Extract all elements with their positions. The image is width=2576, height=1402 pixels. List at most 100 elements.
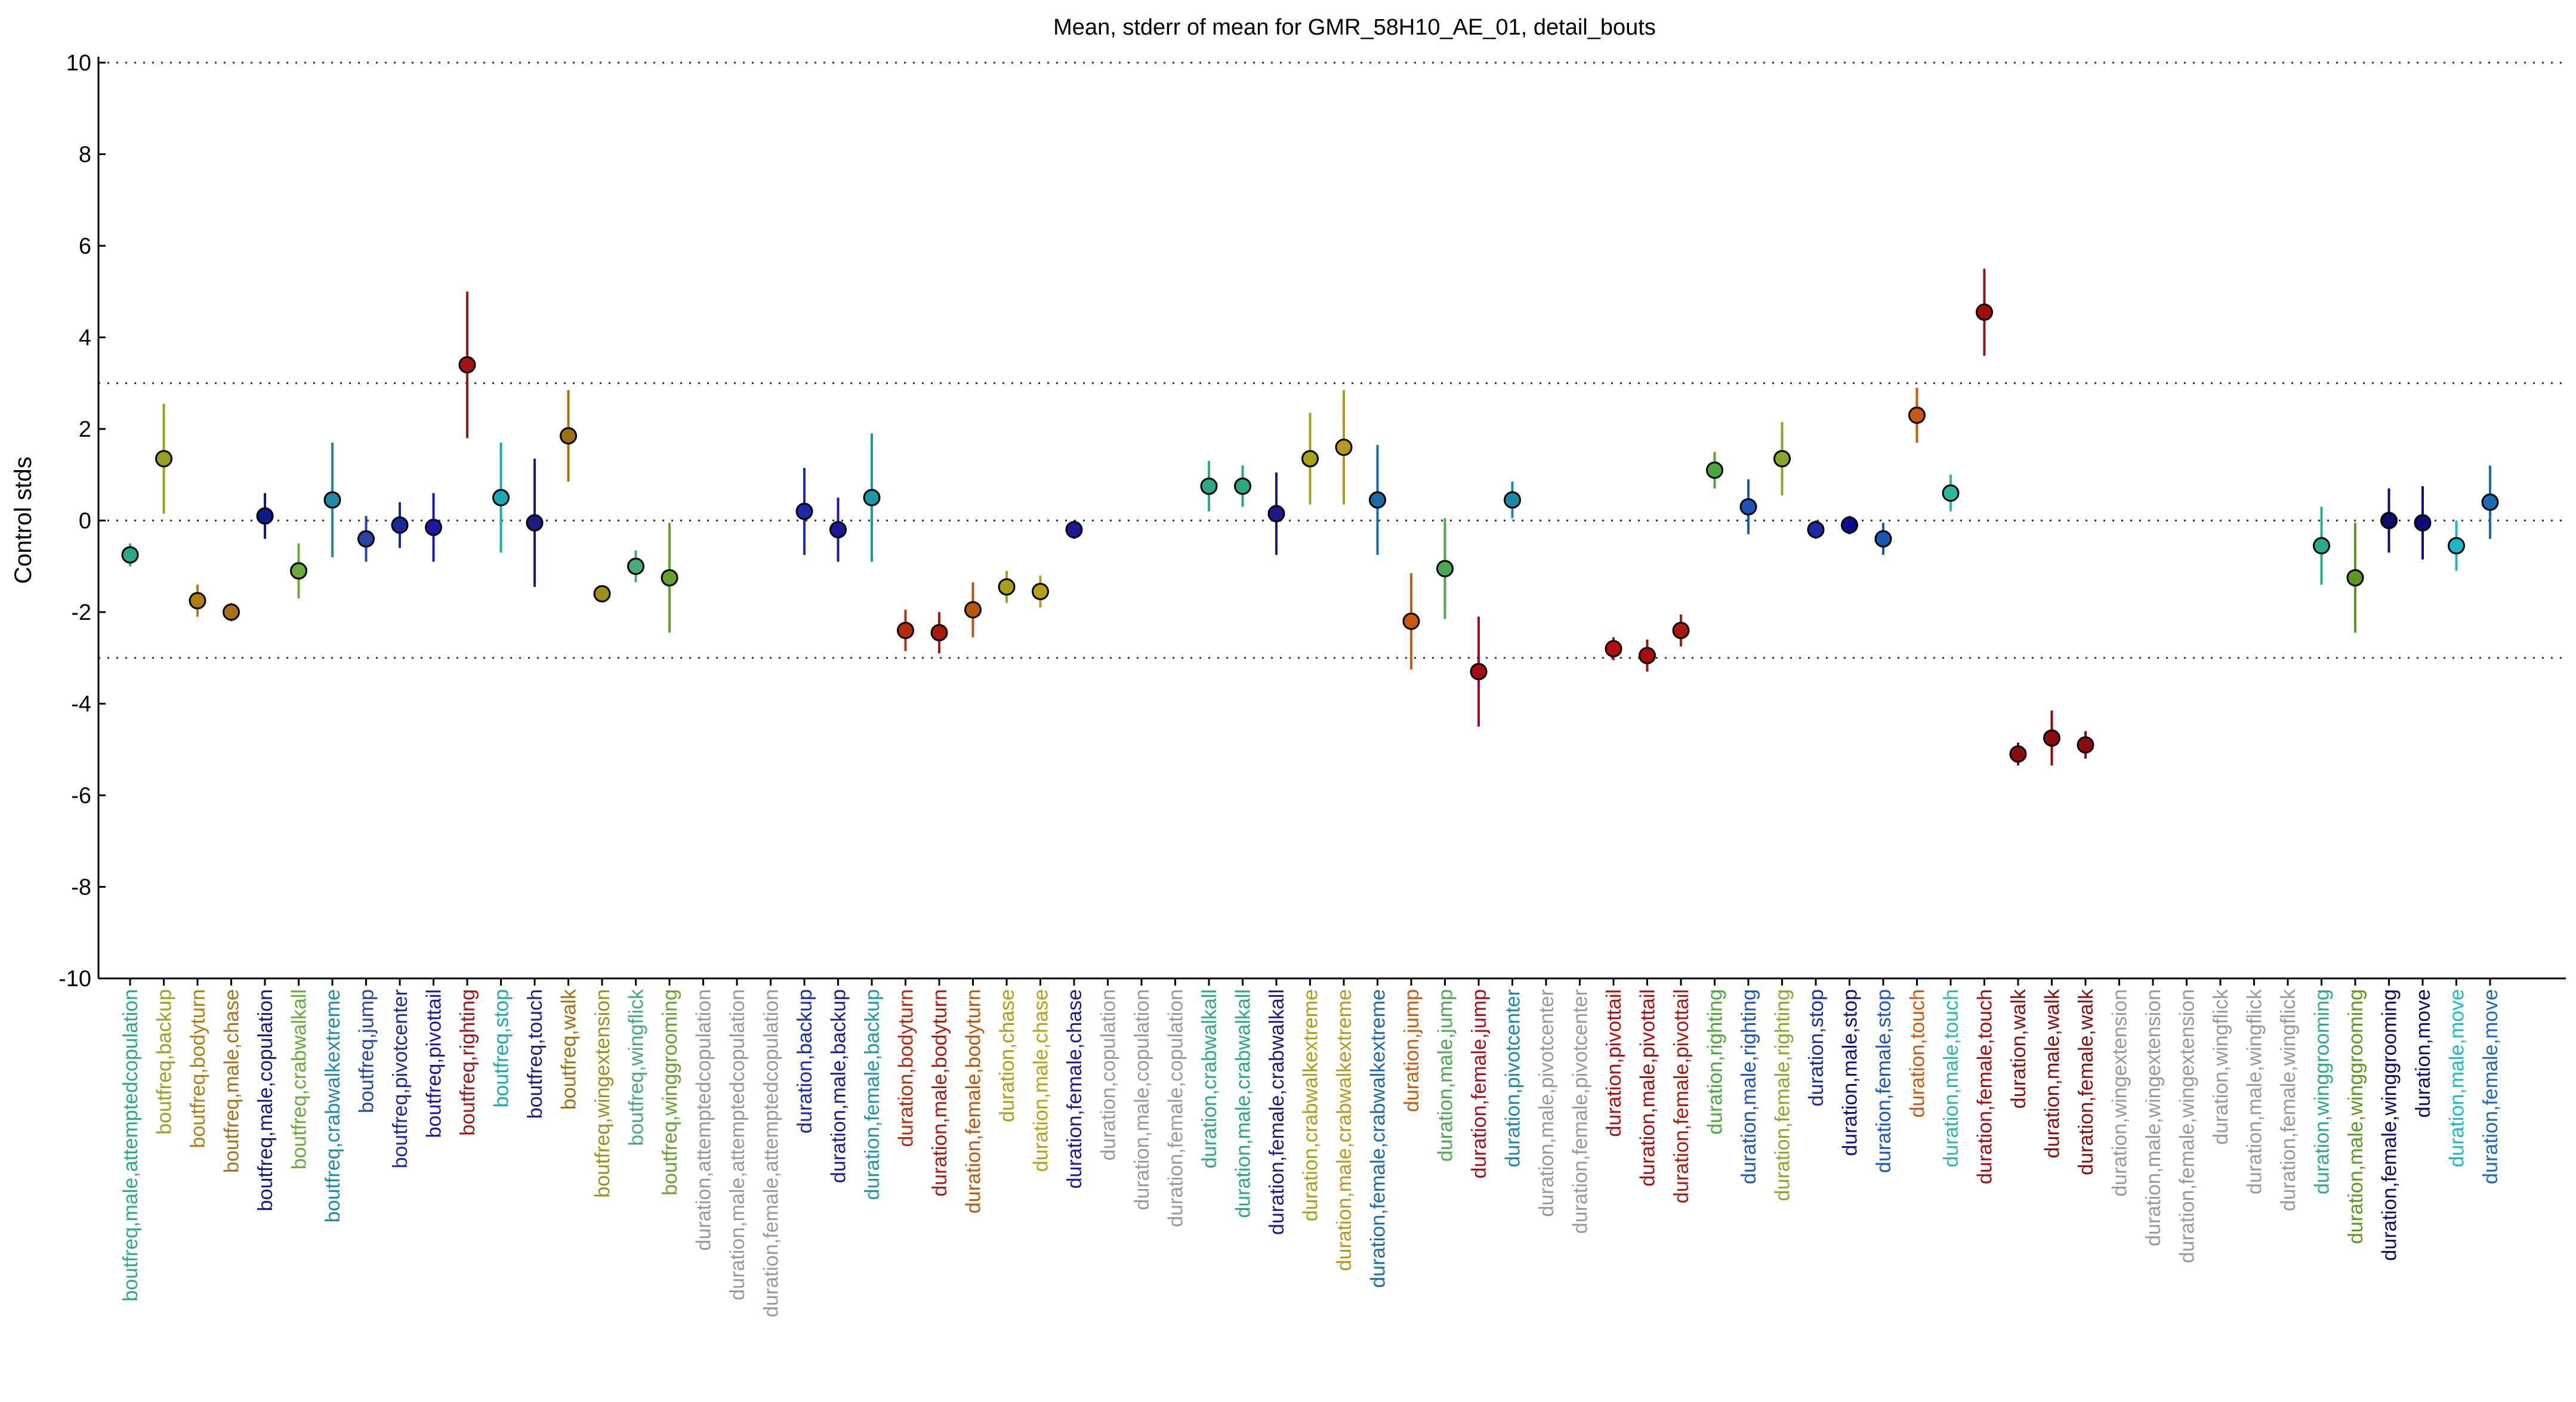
- x-tick-label: duration,male,pivottail: [1637, 989, 1659, 1187]
- mean-point: [964, 601, 982, 619]
- mean-point: [1639, 647, 1656, 665]
- y-tick-label: 2: [79, 417, 91, 442]
- mean-point: [829, 521, 847, 539]
- mean-point: [795, 502, 813, 520]
- x-tick-label: duration,female,attemptedcopulation: [760, 989, 783, 1317]
- chart-title: Mean, stderr of mean for GMR_58H10_AE_01…: [1053, 15, 1656, 40]
- x-tick-label: boutfreq,stop: [490, 989, 513, 1107]
- mean-point: [661, 569, 678, 586]
- mean-point: [1065, 521, 1083, 539]
- x-tick-label: duration,female,copulation: [1165, 989, 1187, 1227]
- mean-point: [863, 489, 881, 507]
- x-tick-label: duration,female,chase: [1063, 989, 1086, 1189]
- x-tick-label: duration,winggrooming: [2311, 989, 2334, 1194]
- y-tick-label: 10: [66, 51, 91, 76]
- x-tick-label: duration,female,backup: [861, 989, 884, 1200]
- mean-point: [1672, 622, 1690, 640]
- x-tick-label: duration,male,attemptedcopulation: [726, 989, 749, 1301]
- x-tick-label: duration,male,winggrooming: [2344, 989, 2367, 1244]
- mean-point: [323, 491, 341, 509]
- x-tick-label: boutfreq,jump: [356, 989, 378, 1113]
- x-tick-label: duration,copulation: [1097, 989, 1120, 1160]
- mean-point: [391, 516, 409, 534]
- mean-point: [1436, 560, 1454, 578]
- mean-point: [1976, 303, 1993, 321]
- y-tick-label: 8: [79, 143, 91, 168]
- x-tick-label: duration,crabwalkextreme: [1300, 989, 1322, 1221]
- x-tick-label: duration,female,pivotcenter: [1569, 989, 1592, 1234]
- mean-point: [1739, 498, 1757, 515]
- x-tick-label: boutfreq,crabwalkall: [288, 989, 311, 1169]
- y-tick-label: -2: [71, 600, 91, 625]
- mean-point: [1032, 582, 1049, 600]
- x-tick-label: duration,wingflick: [2210, 989, 2232, 1145]
- mean-point: [998, 578, 1016, 596]
- x-tick-label: duration,male,crabwalkall: [1232, 989, 1255, 1218]
- x-tick-label: duration,attemptedcopulation: [693, 989, 715, 1251]
- mean-point: [2346, 569, 2364, 586]
- x-tick-label: boutfreq,male,attemptedcopulation: [119, 989, 142, 1302]
- mean-point: [627, 557, 644, 575]
- x-tick-label: duration,male,pivotcenter: [1535, 989, 1558, 1217]
- x-tick-label: boutfreq,wingflick: [625, 989, 648, 1146]
- y-tick-label: 0: [79, 509, 91, 534]
- mean-point: [1807, 521, 1825, 539]
- mean-point: [425, 518, 442, 536]
- x-tick-label: duration,crabwalkall: [1198, 989, 1221, 1169]
- y-tick-label: -10: [58, 966, 91, 992]
- mean-point: [930, 624, 948, 642]
- mean-point: [1605, 640, 1622, 657]
- mean-point: [1908, 406, 1926, 424]
- mean-point: [2313, 537, 2330, 555]
- mean-point: [1874, 530, 1892, 548]
- x-tick-label: duration,male,walk: [2041, 989, 2064, 1158]
- x-tick-label: duration,male,stop: [1839, 989, 1862, 1156]
- x-tick-label: duration,male,wingflick: [2244, 989, 2266, 1194]
- mean-point: [121, 546, 139, 564]
- mean-point: [2009, 745, 2027, 763]
- mean-point: [2043, 729, 2060, 747]
- mean-point: [256, 507, 274, 525]
- x-tick-label: duration,male,touch: [1940, 989, 1963, 1168]
- y-tick-label: -8: [71, 875, 91, 900]
- x-tick-label: boutfreq,pivottail: [423, 989, 446, 1138]
- x-tick-label: boutfreq,male,chase: [221, 989, 243, 1173]
- x-tick-label: duration,pivottail: [1603, 989, 1625, 1137]
- mean-point: [223, 603, 240, 621]
- x-tick-label: duration,male,chase: [1030, 989, 1053, 1172]
- x-tick-label: duration,bodyturn: [895, 989, 918, 1147]
- x-tick-label: duration,male,righting: [1738, 989, 1760, 1184]
- mean-point: [1234, 477, 1251, 495]
- x-tick-label: duration,chase: [996, 989, 1019, 1122]
- y-ticks: -10 -8 -6 -4 -2 0 2 4 6 8 10: [58, 51, 106, 992]
- mean-point: [2380, 512, 2398, 529]
- x-tick-label: boutfreq,bodyturn: [187, 989, 209, 1148]
- mean-point: [1773, 450, 1791, 468]
- x-tick-label: duration,male,wingextension: [2142, 989, 2165, 1246]
- mean-point: [155, 450, 172, 468]
- mean-point: [1267, 505, 1285, 523]
- mean-point: [2077, 736, 2094, 754]
- x-tick-label: duration,female,walk: [2075, 989, 2097, 1175]
- mean-point: [1301, 450, 1319, 468]
- mean-point: [1470, 663, 1488, 681]
- x-tick-label: duration,pivotcenter: [1502, 989, 1525, 1168]
- reference-lines: [98, 61, 2566, 980]
- mean-point: [1369, 491, 1386, 509]
- x-tick-label: duration,righting: [1704, 989, 1727, 1135]
- x-tick-label: boutfreq,walk: [558, 989, 581, 1110]
- mean-point: [1335, 438, 1353, 456]
- x-tick-label: boutfreq,winggrooming: [659, 989, 681, 1196]
- x-tick-label: duration,female,crabwalkextreme: [1367, 989, 1390, 1288]
- mean-point: [526, 514, 544, 532]
- x-tick-label: boutfreq,male,copulation: [254, 989, 277, 1211]
- x-tick-label: duration,male,backup: [828, 989, 850, 1183]
- mean-point: [1402, 612, 1420, 630]
- mean-point: [290, 562, 307, 580]
- x-tick-label: duration,stop: [1805, 989, 1828, 1107]
- mean-point: [2414, 514, 2432, 532]
- y-axis-label: Control stds: [10, 456, 36, 583]
- mean-point: [1841, 516, 1858, 534]
- x-tick-label: boutfreq,crabwalkextreme: [322, 989, 344, 1222]
- x-tick-label: boutfreq,touch: [524, 989, 547, 1119]
